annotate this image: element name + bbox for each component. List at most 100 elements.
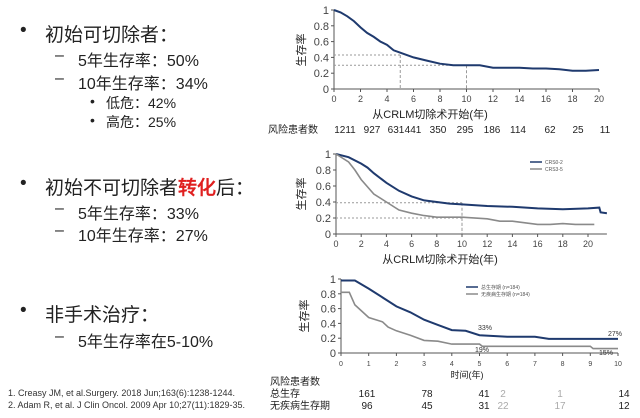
x-tick-label: 8 xyxy=(437,94,442,104)
risk-table-value: 186 xyxy=(484,125,501,136)
risk-table-value: 45 xyxy=(421,401,433,412)
sub-bullet: • xyxy=(90,112,95,128)
risk-table-value: 631 xyxy=(388,125,405,136)
bullet: • xyxy=(20,20,27,41)
dash: – xyxy=(55,70,64,87)
reference-1: 1. Creasy JM, et al.Surgery. 2018 Jun;16… xyxy=(8,388,235,398)
list-item: 5年生存率：50% xyxy=(78,53,199,70)
x-axis-label: 从CRLM切除术开始(年) xyxy=(382,252,498,266)
x-tick-label: 12 xyxy=(488,94,498,104)
sub-bullet: • xyxy=(90,93,95,109)
y-tick-label: 0.8 xyxy=(316,165,331,177)
x-tick-label: 4 xyxy=(384,94,389,104)
risk-table-value: 295 xyxy=(457,125,474,136)
y-tick-label: 0 xyxy=(330,348,336,360)
title-text: 后： xyxy=(216,178,255,199)
series-line-1 xyxy=(333,9,600,72)
series-line-2 xyxy=(341,291,618,350)
dash: – xyxy=(55,200,64,217)
x-tick-label: 5 xyxy=(478,361,482,368)
x-tick-label: 9 xyxy=(588,361,592,368)
x-tick-label: 2 xyxy=(394,361,398,368)
y-tick-label: 0.2 xyxy=(314,68,329,80)
x-axis-label: 从CRLM切除术开始(年) xyxy=(372,107,488,121)
y-tick-label: 0.4 xyxy=(314,52,329,64)
x-tick-label: 10 xyxy=(614,361,622,368)
risk-table-label: 风险患者数 xyxy=(270,375,320,388)
y-tick-label: 0.6 xyxy=(314,37,329,49)
x-tick-label: 18 xyxy=(567,94,577,104)
risk-table-value: 1211 xyxy=(334,125,356,136)
x-tick-label: 14 xyxy=(514,94,524,104)
bullet: • xyxy=(20,300,27,321)
y-tick-label: 1 xyxy=(323,5,329,17)
x-tick-label: 20 xyxy=(594,94,604,104)
risk-table-value: 78 xyxy=(421,389,433,400)
dash: – xyxy=(55,222,64,239)
risk-table-value: 41 xyxy=(478,389,490,400)
y-tick-label: 1 xyxy=(330,274,336,286)
risk-table-row-label: 无疾病生存期 xyxy=(270,399,330,412)
y-tick-label: 1 xyxy=(325,149,331,161)
risk-table-value: 927 xyxy=(364,125,381,136)
dash: – xyxy=(55,328,64,345)
y-axis-label: 生存率 xyxy=(294,178,308,211)
sub-item: 低危：42% xyxy=(106,95,177,111)
risk-table-value: 17 xyxy=(554,401,566,412)
series-line-2 xyxy=(335,153,595,226)
x-tick-label: 10 xyxy=(461,94,471,104)
y-tick-label: 0.8 xyxy=(314,21,329,33)
legend-label: 无疾病生存期 (n=184) xyxy=(481,291,530,298)
section-title-resectable: 初始可切除者： xyxy=(45,25,179,46)
annotation-label: 19% xyxy=(475,347,489,354)
risk-table-value: 1 xyxy=(557,389,563,400)
list-item: 5年生存率：33% xyxy=(78,206,199,223)
section-title-converted: 初始不可切除者转化后： xyxy=(45,173,254,200)
x-tick-label: 8 xyxy=(561,361,565,368)
risk-table-value: 96 xyxy=(361,401,373,412)
risk-table-label: 风险患者数 xyxy=(268,123,318,136)
series-line-1 xyxy=(335,153,608,215)
x-tick-label: 4 xyxy=(450,361,454,368)
y-tick-label: 0.4 xyxy=(321,318,336,330)
risk-table-value: 14 xyxy=(618,389,630,400)
x-tick-label: 2 xyxy=(358,94,363,104)
x-tick-label: 18 xyxy=(558,239,568,249)
risk-table-value: 31 xyxy=(478,401,490,412)
risk-table-value: 350 xyxy=(430,125,447,136)
x-tick-label: 12 xyxy=(482,239,492,249)
x-tick-label: 0 xyxy=(331,94,336,104)
x-tick-label: 6 xyxy=(411,94,416,104)
y-axis-label: 生存率 xyxy=(294,34,308,67)
risk-table-row-label: 总生存 xyxy=(270,387,300,400)
annotation-label: 15% xyxy=(599,350,613,357)
x-tick-label: 20 xyxy=(583,239,593,249)
x-tick-label: 4 xyxy=(384,239,389,249)
legend-label: 总生存期 (n=184) xyxy=(481,284,520,291)
x-tick-label: 6 xyxy=(505,361,509,368)
series-line-1 xyxy=(341,279,618,340)
x-tick-label: 0 xyxy=(333,239,338,249)
risk-table-value: 62 xyxy=(544,125,556,136)
reference-2: 2. Adam R, et al. J Clin Oncol. 2009 Apr… xyxy=(8,400,245,410)
y-tick-label: 0.6 xyxy=(316,181,331,193)
risk-table-value: 114 xyxy=(510,125,526,136)
y-tick-label: 0 xyxy=(325,229,331,241)
legend-label: CRS0-2 xyxy=(545,160,563,166)
bullet: • xyxy=(20,173,27,194)
section-title-nonsurgical: 非手术治疗： xyxy=(45,305,160,326)
x-tick-label: 3 xyxy=(422,361,426,368)
risk-table-value: 441 xyxy=(405,125,422,136)
annotation-label: 27% xyxy=(608,331,622,338)
risk-table-value: 161 xyxy=(359,389,376,400)
y-tick-label: 0 xyxy=(323,84,329,96)
x-tick-label: 6 xyxy=(409,239,414,249)
risk-table-value: 25 xyxy=(572,125,584,136)
risk-table-value: 11 xyxy=(600,125,611,136)
annotation-label: 33% xyxy=(478,325,492,332)
y-tick-label: 0.2 xyxy=(321,333,336,345)
x-tick-label: 16 xyxy=(533,239,543,249)
list-item: 5年生存率在5-10% xyxy=(78,334,214,351)
